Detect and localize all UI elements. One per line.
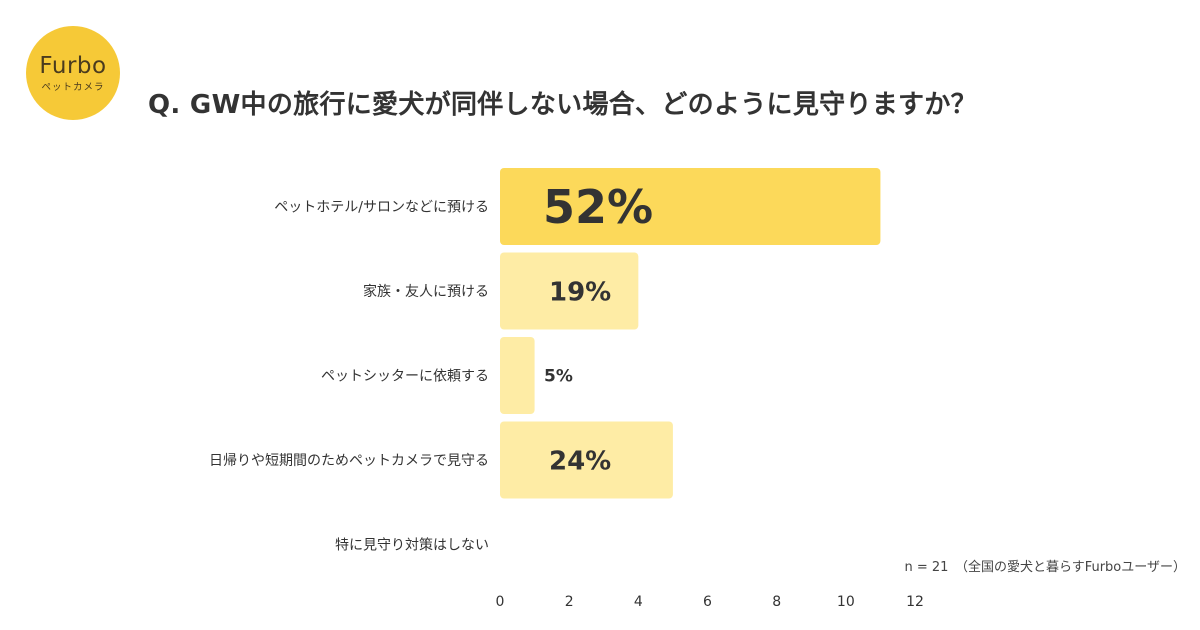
data-label: 5% [544, 367, 573, 387]
x-tick-label: 2 [565, 594, 574, 610]
x-tick-label: 6 [703, 594, 712, 610]
data-label: 19% [549, 277, 611, 307]
bar [500, 337, 535, 414]
x-tick-label: 8 [772, 594, 781, 610]
x-tick-label: 12 [906, 594, 924, 610]
category-label: 日帰りや短期間のためペットカメラで見守る [209, 452, 489, 469]
data-label: 52% [543, 180, 653, 234]
logo-subtitle: ペットカメラ [41, 82, 105, 94]
category-label: 家族・友人に預ける [363, 283, 489, 300]
x-tick-label: 4 [634, 594, 643, 610]
bar [500, 421, 673, 499]
x-tick-label: 10 [837, 594, 855, 610]
category-label: ペットホテル/サロンなどに預ける [274, 200, 489, 216]
data-label: 24% [549, 446, 611, 476]
sample-note: n = 21 （全国の愛犬と暮らすFurboユーザー） [904, 560, 1186, 575]
category-label: 特に見守り対策はしない [335, 537, 489, 554]
bar [500, 252, 639, 330]
logo-wordmark: Furbo [39, 53, 107, 80]
category-label: ペットシッターに依頼する [321, 369, 489, 385]
chart-title: Q. GW中の旅行に愛犬が同伴しない場合、どのように見守りますか？ [148, 90, 977, 120]
x-tick-label: 0 [496, 594, 505, 610]
bar [500, 168, 881, 245]
furbo-logo: Furbo ペットカメラ [26, 26, 120, 120]
